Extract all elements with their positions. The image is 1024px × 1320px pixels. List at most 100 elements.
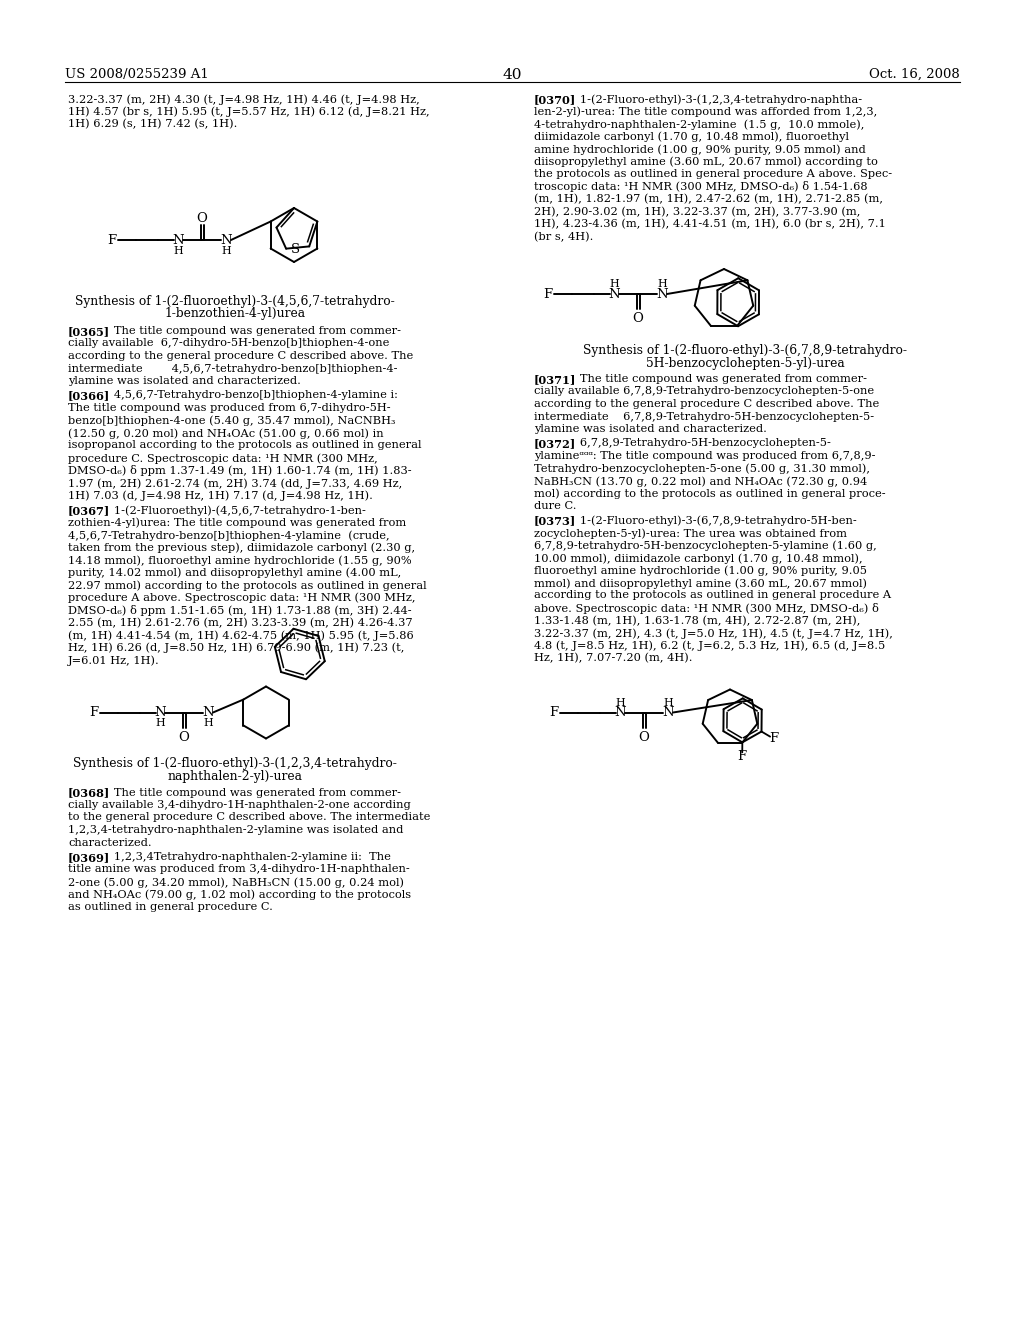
Text: 1-benzothien-4-yl)urea: 1-benzothien-4-yl)urea [165, 308, 305, 321]
Text: N: N [656, 288, 668, 301]
Text: (br s, 4H).: (br s, 4H). [534, 231, 593, 242]
Text: cially available  6,7-dihydro-5H-benzo[b]thiophen-4-one: cially available 6,7-dihydro-5H-benzo[b]… [68, 338, 389, 348]
Text: Oct. 16, 2008: Oct. 16, 2008 [869, 69, 961, 81]
Text: N: N [614, 706, 626, 719]
Text: The title compound was generated from commer-: The title compound was generated from co… [103, 326, 401, 337]
Text: [0365]: [0365] [68, 326, 111, 337]
Text: DMSO-d₆) δ ppm 1.51-1.65 (m, 1H) 1.73-1.88 (m, 3H) 2.44-: DMSO-d₆) δ ppm 1.51-1.65 (m, 1H) 1.73-1.… [68, 605, 412, 616]
Text: diisopropylethyl amine (3.60 mL, 20.67 mmol) according to: diisopropylethyl amine (3.60 mL, 20.67 m… [534, 157, 878, 168]
Text: 1H) 7.03 (d, J=4.98 Hz, 1H) 7.17 (d, J=4.98 Hz, 1H).: 1H) 7.03 (d, J=4.98 Hz, 1H) 7.17 (d, J=4… [68, 491, 373, 502]
Text: 1H) 6.29 (s, 1H) 7.42 (s, 1H).: 1H) 6.29 (s, 1H) 7.42 (s, 1H). [68, 119, 238, 129]
Text: 10.00 mmol), diimidazole carbonyl (1.70 g, 10.48 mmol),: 10.00 mmol), diimidazole carbonyl (1.70 … [534, 553, 862, 564]
Text: the protocols as outlined in general procedure A above. Spec-: the protocols as outlined in general pro… [534, 169, 892, 180]
Text: 14.18 mmol), fluoroethyl amine hydrochloride (1.55 g, 90%: 14.18 mmol), fluoroethyl amine hydrochlo… [68, 554, 412, 565]
Text: 1,2,3,4Tetrahydro-naphthalen-2-ylamine ii:  The: 1,2,3,4Tetrahydro-naphthalen-2-ylamine i… [103, 851, 391, 862]
Text: according to the protocols as outlined in general procedure A: according to the protocols as outlined i… [534, 590, 891, 601]
Text: N: N [155, 706, 166, 719]
Text: O: O [197, 211, 208, 224]
Text: len-2-yl)-urea: The title compound was afforded from 1,2,3,: len-2-yl)-urea: The title compound was a… [534, 107, 878, 117]
Text: N: N [202, 706, 214, 719]
Text: DMSO-d₆) δ ppm 1.37-1.49 (m, 1H) 1.60-1.74 (m, 1H) 1.83-: DMSO-d₆) δ ppm 1.37-1.49 (m, 1H) 1.60-1.… [68, 466, 412, 477]
Text: intermediate    6,7,8,9-Tetrahydro-5H-benzocyclohepten-5-: intermediate 6,7,8,9-Tetrahydro-5H-benzo… [534, 412, 874, 421]
Text: N: N [663, 706, 674, 719]
Text: F: F [543, 288, 552, 301]
Text: 1-(2-Fluoroethyl)-(4,5,6,7-tetrahydro-1-ben-: 1-(2-Fluoroethyl)-(4,5,6,7-tetrahydro-1-… [103, 506, 366, 516]
Text: [0370]: [0370] [534, 94, 577, 106]
Text: to the general procedure C described above. The intermediate: to the general procedure C described abo… [68, 813, 430, 822]
Text: ylamine was isolated and characterized.: ylamine was isolated and characterized. [534, 424, 767, 434]
Text: [0369]: [0369] [68, 851, 111, 863]
Text: (m, 1H) 4.41-4.54 (m, 1H) 4.62-4.75 (m, 1H) 5.95 (t, J=5.86: (m, 1H) 4.41-4.54 (m, 1H) 4.62-4.75 (m, … [68, 630, 414, 640]
Text: The title compound was generated from commer-: The title compound was generated from co… [569, 374, 867, 384]
Text: 1-(2-Fluoro-ethyl)-3-(6,7,8,9-tetrahydro-5H-ben-: 1-(2-Fluoro-ethyl)-3-(6,7,8,9-tetrahydro… [569, 516, 857, 527]
Text: intermediate        4,5,6,7-tetrahydro-benzo[b]thiophen-4-: intermediate 4,5,6,7-tetrahydro-benzo[b]… [68, 363, 397, 374]
Text: taken from the previous step), diimidazole carbonyl (2.30 g,: taken from the previous step), diimidazo… [68, 543, 415, 553]
Text: H: H [615, 697, 625, 708]
Text: S: S [291, 243, 300, 256]
Text: H: H [609, 279, 618, 289]
Text: purity, 14.02 mmol) and diisopropylethyl amine (4.00 mL,: purity, 14.02 mmol) and diisopropylethyl… [68, 568, 401, 578]
Text: Synthesis of 1-(2-fluoro-ethyl)-3-(6,7,8,9-tetrahydro-: Synthesis of 1-(2-fluoro-ethyl)-3-(6,7,8… [583, 345, 907, 356]
Text: cially available 3,4-dihydro-1H-naphthalen-2-one according: cially available 3,4-dihydro-1H-naphthal… [68, 800, 411, 810]
Text: H: H [221, 246, 230, 256]
Text: 6,7,8,9-tetrahydro-5H-benzocyclohepten-5-ylamine (1.60 g,: 6,7,8,9-tetrahydro-5H-benzocyclohepten-5… [534, 540, 877, 550]
Text: O: O [633, 313, 643, 326]
Text: 3.22-3.37 (m, 2H), 4.3 (t, J=5.0 Hz, 1H), 4.5 (t, J=4.7 Hz, 1H),: 3.22-3.37 (m, 2H), 4.3 (t, J=5.0 Hz, 1H)… [534, 628, 893, 639]
Text: 2H), 2.90-3.02 (m, 1H), 3.22-3.37 (m, 2H), 3.77-3.90 (m,: 2H), 2.90-3.02 (m, 1H), 3.22-3.37 (m, 2H… [534, 206, 860, 216]
Text: 1,2,3,4-tetrahydro-naphthalen-2-ylamine was isolated and: 1,2,3,4-tetrahydro-naphthalen-2-ylamine … [68, 825, 403, 836]
Text: diimidazole carbonyl (1.70 g, 10.48 mmol), fluoroethyl: diimidazole carbonyl (1.70 g, 10.48 mmol… [534, 132, 849, 143]
Text: F: F [106, 234, 116, 247]
Text: troscopic data: ¹H NMR (300 MHz, DMSO-d₆) δ 1.54-1.68: troscopic data: ¹H NMR (300 MHz, DMSO-d₆… [534, 181, 867, 193]
Text: H: H [664, 697, 673, 708]
Text: F: F [769, 733, 778, 746]
Text: and NH₄OAc (79.00 g, 1.02 mol) according to the protocols: and NH₄OAc (79.00 g, 1.02 mol) according… [68, 890, 411, 900]
Text: H: H [173, 246, 183, 256]
Text: H: H [155, 718, 165, 729]
Text: O: O [639, 731, 649, 744]
Text: [0367]: [0367] [68, 506, 111, 516]
Text: procedure A above. Spectroscopic data: ¹H NMR (300 MHz,: procedure A above. Spectroscopic data: ¹… [68, 593, 416, 603]
Text: F: F [737, 750, 746, 763]
Text: benzo[b]thiophen-4-one (5.40 g, 35.47 mmol), NaCNBH₃: benzo[b]thiophen-4-one (5.40 g, 35.47 mm… [68, 416, 395, 426]
Text: H: H [203, 718, 213, 729]
Text: [0366]: [0366] [68, 391, 111, 401]
Text: Tetrahydro-benzocyclohepten-5-one (5.00 g, 31.30 mmol),: Tetrahydro-benzocyclohepten-5-one (5.00 … [534, 463, 870, 474]
Text: procedure C. Spectroscopic data: ¹H NMR (300 MHz,: procedure C. Spectroscopic data: ¹H NMR … [68, 453, 378, 463]
Text: ylamineᵅᵅᵅ: The title compound was produced from 6,7,8,9-: ylamineᵅᵅᵅ: The title compound was produ… [534, 451, 876, 461]
Text: N: N [172, 234, 184, 247]
Text: zothien-4-yl)urea: The title compound was generated from: zothien-4-yl)urea: The title compound wa… [68, 517, 407, 528]
Text: according to the general procedure C described above. The: according to the general procedure C des… [68, 351, 414, 360]
Text: 22.97 mmol) according to the protocols as outlined in general: 22.97 mmol) according to the protocols a… [68, 579, 427, 590]
Text: F: F [89, 706, 98, 719]
Text: amine hydrochloride (1.00 g, 90% purity, 9.05 mmol) and: amine hydrochloride (1.00 g, 90% purity,… [534, 144, 865, 154]
Text: isopropanol according to the protocols as outlined in general: isopropanol according to the protocols a… [68, 441, 422, 450]
Text: F: F [549, 706, 558, 719]
Text: mmol) and diisopropylethyl amine (3.60 mL, 20.67 mmol): mmol) and diisopropylethyl amine (3.60 m… [534, 578, 867, 589]
Text: 2-one (5.00 g, 34.20 mmol), NaBH₃CN (15.00 g, 0.24 mol): 2-one (5.00 g, 34.20 mmol), NaBH₃CN (15.… [68, 876, 404, 887]
Text: 4,5,6,7-Tetrahydro-benzo[b]thiophen-4-ylamine i:: 4,5,6,7-Tetrahydro-benzo[b]thiophen-4-yl… [103, 391, 398, 400]
Text: 3.22-3.37 (m, 2H) 4.30 (t, J=4.98 Hz, 1H) 4.46 (t, J=4.98 Hz,: 3.22-3.37 (m, 2H) 4.30 (t, J=4.98 Hz, 1H… [68, 94, 420, 104]
Text: 4-tetrahydro-naphthalen-2-ylamine  (1.5 g,  10.0 mmole),: 4-tetrahydro-naphthalen-2-ylamine (1.5 g… [534, 119, 864, 129]
Text: Synthesis of 1-(2-fluoro-ethyl)-3-(1,2,3,4-tetrahydro-: Synthesis of 1-(2-fluoro-ethyl)-3-(1,2,3… [73, 758, 397, 771]
Text: J=6.01 Hz, 1H).: J=6.01 Hz, 1H). [68, 655, 160, 665]
Text: US 2008/0255239 A1: US 2008/0255239 A1 [65, 69, 209, 81]
Text: ylamine was isolated and characterized.: ylamine was isolated and characterized. [68, 376, 301, 385]
Text: 1H), 4.23-4.36 (m, 1H), 4.41-4.51 (m, 1H), 6.0 (br s, 2H), 7.1: 1H), 4.23-4.36 (m, 1H), 4.41-4.51 (m, 1H… [534, 219, 886, 230]
Text: The title compound was produced from 6,7-dihydro-5H-: The title compound was produced from 6,7… [68, 403, 390, 413]
Text: [0372]: [0372] [534, 438, 577, 450]
Text: H: H [657, 279, 667, 289]
Text: [0371]: [0371] [534, 374, 577, 385]
Text: 5H-benzocyclohepten-5-yl)-urea: 5H-benzocyclohepten-5-yl)-urea [645, 356, 845, 370]
Text: mol) according to the protocols as outlined in general proce-: mol) according to the protocols as outli… [534, 488, 886, 499]
Text: 40: 40 [502, 69, 522, 82]
Text: 1-(2-Fluoro-ethyl)-3-(1,2,3,4-tetrahydro-naphtha-: 1-(2-Fluoro-ethyl)-3-(1,2,3,4-tetrahydro… [569, 94, 862, 104]
Text: 4,5,6,7-Tetrahydro-benzo[b]thiophen-4-ylamine  (crude,: 4,5,6,7-Tetrahydro-benzo[b]thiophen-4-yl… [68, 531, 389, 541]
Text: NaBH₃CN (13.70 g, 0.22 mol) and NH₄OAc (72.30 g, 0.94: NaBH₃CN (13.70 g, 0.22 mol) and NH₄OAc (… [534, 477, 867, 487]
Text: 2.55 (m, 1H) 2.61-2.76 (m, 2H) 3.23-3.39 (m, 2H) 4.26-4.37: 2.55 (m, 1H) 2.61-2.76 (m, 2H) 3.23-3.39… [68, 618, 413, 628]
Text: according to the general procedure C described above. The: according to the general procedure C des… [534, 399, 880, 409]
Text: 4.8 (t, J=8.5 Hz, 1H), 6.2 (t, J=6.2, 5.3 Hz, 1H), 6.5 (d, J=8.5: 4.8 (t, J=8.5 Hz, 1H), 6.2 (t, J=6.2, 5.… [534, 640, 886, 651]
Text: cially available 6,7,8,9-Tetrahydro-benzocyclohepten-5-one: cially available 6,7,8,9-Tetrahydro-benz… [534, 387, 874, 396]
Text: Hz, 1H) 6.26 (d, J=8.50 Hz, 1H) 6.79-6.90 (m, 1H) 7.23 (t,: Hz, 1H) 6.26 (d, J=8.50 Hz, 1H) 6.79-6.9… [68, 643, 404, 653]
Text: 6,7,8,9-Tetrahydro-5H-benzocyclohepten-5-: 6,7,8,9-Tetrahydro-5H-benzocyclohepten-5… [569, 438, 830, 449]
Text: 1H) 4.57 (br s, 1H) 5.95 (t, J=5.57 Hz, 1H) 6.12 (d, J=8.21 Hz,: 1H) 4.57 (br s, 1H) 5.95 (t, J=5.57 Hz, … [68, 107, 430, 117]
